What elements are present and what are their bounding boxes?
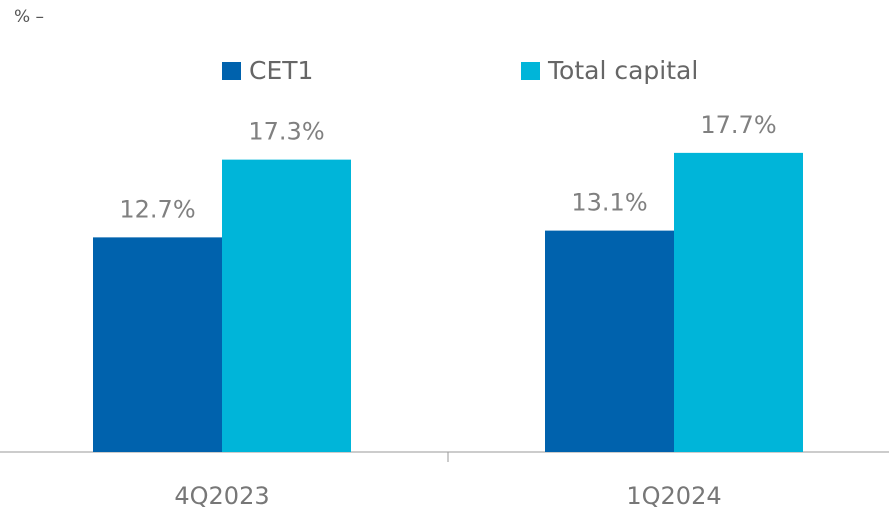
- bar: [222, 159, 351, 452]
- value-label: 12.7%: [119, 195, 195, 223]
- legend-label: CET1: [249, 56, 313, 85]
- bar: [674, 152, 803, 452]
- x-tick-label: 4Q2023: [174, 482, 269, 510]
- legend-swatch: [222, 62, 241, 80]
- x-tick-label: 1Q2024: [626, 482, 721, 510]
- value-label: 17.7%: [700, 111, 776, 139]
- value-label: 13.1%: [571, 189, 647, 217]
- bar: [93, 237, 222, 452]
- y-label: % –: [14, 7, 44, 27]
- legend-swatch: [521, 62, 540, 80]
- legend-label: Total capital: [547, 56, 698, 85]
- bar: [545, 230, 674, 452]
- value-label: 17.3%: [248, 118, 324, 146]
